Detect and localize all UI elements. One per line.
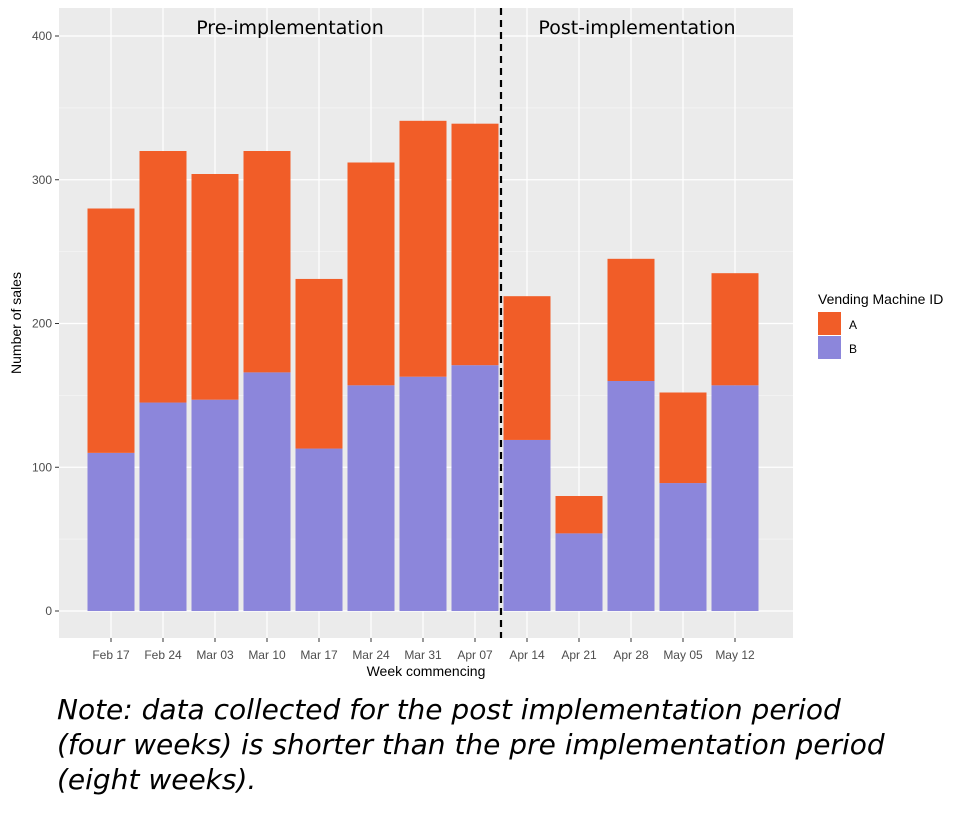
x-tick-label: Mar 31: [404, 648, 442, 662]
bar-b-mar-10: [243, 372, 291, 611]
legend-title: Vending Machine ID: [818, 291, 943, 307]
bar-b-may-05: [659, 483, 707, 611]
footnote: Note: data collected for the post implem…: [57, 692, 957, 797]
x-tick-label: Apr 21: [561, 648, 597, 662]
bar-a-mar-31: [399, 120, 447, 377]
bar-a-may-12: [711, 273, 759, 386]
bar-b-apr-21: [555, 533, 603, 611]
bar-b-mar-17: [295, 448, 343, 611]
x-tick-label: Mar 17: [300, 648, 338, 662]
bar-a-apr-28: [607, 258, 655, 381]
legend-label-a: A: [849, 318, 857, 332]
legend-swatch-b: [818, 336, 841, 359]
bar-b-apr-14: [503, 439, 551, 611]
footnote-line: (four weeks) is shorter than the pre imp…: [57, 728, 885, 761]
y-tick-label: 300: [32, 173, 52, 187]
bar-a-feb-17: [87, 208, 135, 453]
footnote-line: (eight weeks).: [57, 763, 257, 796]
y-tick-label: 0: [45, 604, 52, 618]
y-tick-label: 100: [32, 460, 52, 474]
x-tick-label: Apr 07: [457, 648, 493, 662]
bar-b-feb-24: [139, 402, 187, 611]
legend-label-b: B: [849, 342, 857, 356]
bar-a-apr-14: [503, 296, 551, 440]
bar-b-may-12: [711, 385, 759, 611]
post-implementation-label: Post-implementation: [538, 17, 735, 39]
bar-a-mar-10: [243, 151, 291, 373]
y-axis-title: Number of sales: [8, 272, 24, 374]
legend-swatch-a: [818, 312, 841, 335]
stacked-bar-chart: Pre-implementation Post-implementation 0…: [8, 8, 943, 679]
x-tick-label: Mar 10: [248, 648, 286, 662]
footnote-line: Note: data collected for the post implem…: [57, 693, 841, 726]
bar-b-mar-24: [347, 385, 395, 611]
x-axis-title: Week commencing: [367, 663, 486, 679]
x-tick-label: Feb 24: [144, 648, 182, 662]
bar-b-mar-03: [191, 399, 239, 611]
bar-b-apr-07: [451, 365, 499, 611]
bar-a-apr-07: [451, 123, 499, 366]
bar-a-mar-17: [295, 278, 343, 449]
x-tick-label: May 05: [663, 648, 703, 662]
x-tick-label: Apr 28: [613, 648, 649, 662]
bars: [87, 120, 759, 611]
bar-a-mar-24: [347, 162, 395, 386]
x-tick-label: Mar 03: [196, 648, 234, 662]
bar-a-may-05: [659, 392, 707, 484]
bar-a-mar-03: [191, 174, 239, 400]
bar-b-mar-31: [399, 376, 447, 611]
pre-implementation-label: Pre-implementation: [196, 17, 384, 39]
x-axis-ticks: Feb 17 Feb 24 Mar 03 Mar 10 Mar 17 Mar 24 Mar …: [92, 638, 755, 662]
x-tick-label: Feb 17: [92, 648, 130, 662]
bar-b-apr-28: [607, 381, 655, 611]
y-axis-ticks: 0 100 200 300 400: [32, 29, 59, 618]
y-tick-label: 200: [32, 317, 52, 331]
legend: Vending Machine ID A B: [818, 291, 943, 359]
bar-b-feb-17: [87, 452, 135, 611]
x-tick-label: Mar 24: [352, 648, 390, 662]
y-tick-label: 400: [32, 29, 52, 43]
x-tick-label: May 12: [715, 648, 755, 662]
bar-a-apr-21: [555, 496, 603, 534]
x-tick-label: Apr 14: [509, 648, 545, 662]
bar-a-feb-24: [139, 151, 187, 403]
